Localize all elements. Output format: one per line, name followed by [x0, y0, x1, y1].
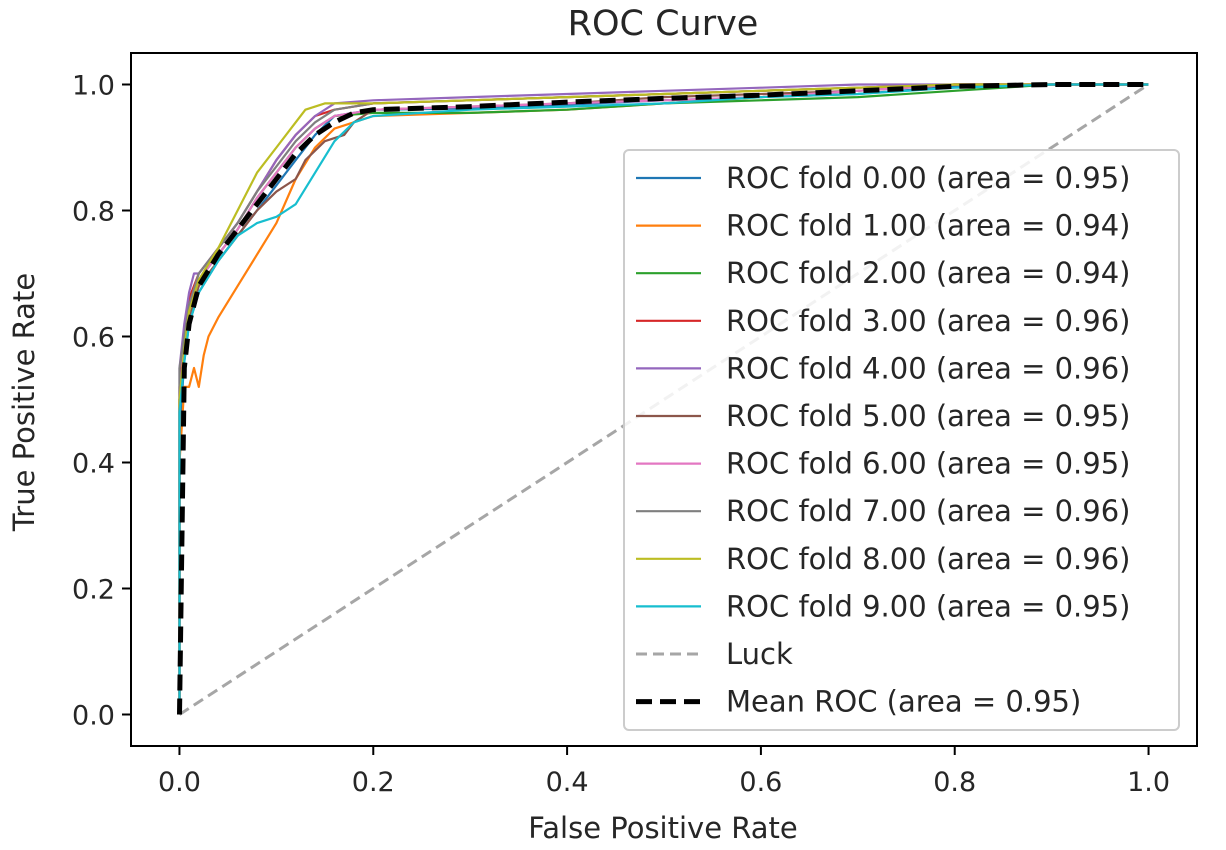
series-line-luck — [178, 83, 1150, 716]
x-tick-label: 0.0 — [158, 767, 201, 798]
series-line-roc-fold-4-00-area-0-96 — [178, 83, 1149, 715]
legend-box — [623, 149, 1180, 731]
y-axis-ticks: 0.0 0.2 0.4 0.6 0.8 1.0 — [72, 71, 131, 732]
plot-lines — [177, 82, 1150, 716]
plot-frame — [130, 52, 1198, 747]
x-axis-ticks: 0.0 0.2 0.4 0.6 0.8 1.0 — [158, 746, 1170, 798]
y-tick-label: 0.0 — [72, 701, 115, 732]
legend-label: ROC fold 1.00 (area = 0.94) — [726, 209, 1130, 243]
legend-label: ROC fold 3.00 (area = 0.96) — [726, 304, 1130, 338]
y-tick-label: 0.4 — [72, 449, 115, 480]
x-tick-label: 0.8 — [933, 767, 976, 798]
series-line-mean-roc-area-0-95 — [177, 82, 1149, 715]
legend-label: ROC fold 6.00 (area = 0.95) — [726, 447, 1130, 481]
x-tick-label: 1.0 — [1127, 767, 1170, 798]
x-tick-label: 0.4 — [546, 767, 589, 798]
legend-label: ROC fold 9.00 (area = 0.95) — [726, 589, 1130, 623]
x-tick-label: 0.6 — [739, 767, 782, 798]
legend-label: ROC fold 2.00 (area = 0.94) — [726, 256, 1130, 290]
y-tick-label: 1.0 — [72, 71, 115, 102]
legend-label: Mean ROC (area = 0.95) — [726, 685, 1081, 719]
legend-label: ROC fold 7.00 (area = 0.96) — [726, 494, 1130, 528]
chart-title: ROC Curve — [568, 4, 759, 44]
y-axis-label: True Positive Rate — [7, 273, 41, 532]
x-axis-label: False Positive Rate — [528, 811, 798, 845]
legend: ROC fold 0.00 (area = 0.95) ROC fold 1.00… — [623, 149, 1180, 731]
y-tick-label: 0.6 — [72, 323, 115, 354]
legend-label: ROC fold 5.00 (area = 0.95) — [726, 399, 1130, 433]
legend-label: ROC fold 8.00 (area = 0.96) — [726, 542, 1130, 576]
x-tick-label: 0.2 — [352, 767, 395, 798]
y-tick-label: 0.2 — [72, 575, 115, 606]
y-tick-label: 0.8 — [72, 197, 115, 228]
legend-label: Luck — [726, 637, 793, 671]
legend-label: ROC fold 0.00 (area = 0.95) — [726, 161, 1130, 195]
legend-label: ROC fold 4.00 (area = 0.96) — [726, 351, 1130, 385]
